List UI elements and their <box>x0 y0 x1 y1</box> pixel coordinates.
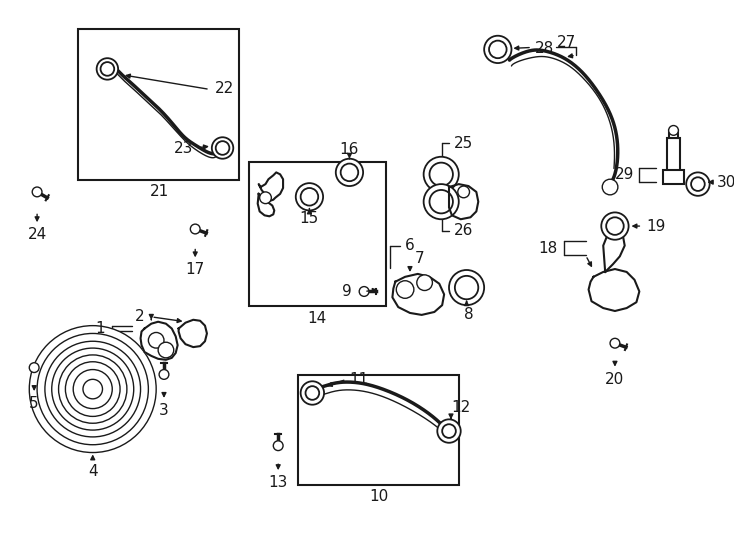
Circle shape <box>610 339 619 348</box>
Circle shape <box>83 379 103 399</box>
Circle shape <box>489 40 506 58</box>
Circle shape <box>45 341 140 437</box>
Circle shape <box>305 386 319 400</box>
Circle shape <box>424 157 459 192</box>
Bar <box>298 375 459 485</box>
Text: 1: 1 <box>96 321 106 336</box>
Circle shape <box>37 333 148 445</box>
Circle shape <box>458 186 470 198</box>
Text: 8: 8 <box>464 307 473 322</box>
Circle shape <box>335 159 363 186</box>
Circle shape <box>455 276 479 299</box>
Circle shape <box>301 381 324 404</box>
Circle shape <box>301 188 319 206</box>
Circle shape <box>437 420 461 443</box>
Polygon shape <box>140 322 178 360</box>
Circle shape <box>29 363 39 373</box>
Circle shape <box>484 36 512 63</box>
Circle shape <box>669 125 678 136</box>
Text: 24: 24 <box>27 227 47 242</box>
Circle shape <box>341 164 358 181</box>
Polygon shape <box>258 172 283 201</box>
Text: 15: 15 <box>299 211 319 226</box>
Circle shape <box>73 369 112 409</box>
Circle shape <box>148 333 164 348</box>
Bar <box>78 29 239 180</box>
Text: 7: 7 <box>415 251 424 266</box>
Text: 19: 19 <box>646 219 666 234</box>
Text: 5: 5 <box>29 396 39 411</box>
Polygon shape <box>258 194 275 217</box>
Text: 23: 23 <box>174 141 193 157</box>
Text: 25: 25 <box>454 136 473 151</box>
Circle shape <box>601 212 628 240</box>
Text: 28: 28 <box>535 41 554 56</box>
Bar <box>249 161 385 306</box>
Text: 6: 6 <box>405 238 415 253</box>
Text: 29: 29 <box>615 167 634 182</box>
Circle shape <box>59 355 127 423</box>
Circle shape <box>686 172 710 196</box>
Circle shape <box>603 179 618 195</box>
Circle shape <box>296 183 323 211</box>
Text: 14: 14 <box>308 311 327 326</box>
Circle shape <box>429 190 453 213</box>
Polygon shape <box>603 230 625 272</box>
Circle shape <box>442 424 456 438</box>
Circle shape <box>65 362 120 416</box>
Text: 22: 22 <box>215 81 234 96</box>
Circle shape <box>691 177 705 191</box>
Polygon shape <box>178 320 207 347</box>
Circle shape <box>216 141 230 155</box>
Text: 27: 27 <box>556 35 575 50</box>
Circle shape <box>159 369 169 379</box>
Circle shape <box>101 62 115 76</box>
Circle shape <box>273 441 283 450</box>
Text: 13: 13 <box>269 475 288 490</box>
Circle shape <box>417 275 432 291</box>
Circle shape <box>429 163 453 186</box>
Text: 30: 30 <box>716 174 734 190</box>
Circle shape <box>396 281 414 298</box>
Polygon shape <box>589 269 639 311</box>
Text: 2: 2 <box>135 309 145 325</box>
Bar <box>663 171 684 184</box>
Text: 18: 18 <box>538 241 557 256</box>
Bar <box>666 138 680 172</box>
Polygon shape <box>449 184 479 219</box>
Circle shape <box>32 187 42 197</box>
Text: 16: 16 <box>340 143 359 158</box>
Text: 21: 21 <box>150 185 169 199</box>
Circle shape <box>359 287 369 296</box>
Circle shape <box>97 58 118 80</box>
Text: 3: 3 <box>159 403 169 418</box>
Text: 17: 17 <box>186 262 205 278</box>
Circle shape <box>449 270 484 305</box>
Text: 4: 4 <box>88 463 98 478</box>
Text: 12: 12 <box>451 400 470 415</box>
Circle shape <box>424 184 459 219</box>
Polygon shape <box>393 274 444 315</box>
Text: 10: 10 <box>369 489 388 504</box>
Circle shape <box>51 348 134 430</box>
Text: 20: 20 <box>606 372 625 387</box>
Circle shape <box>190 224 200 234</box>
Text: 9: 9 <box>341 284 352 299</box>
Circle shape <box>158 342 174 358</box>
Bar <box>669 131 678 138</box>
Text: 26: 26 <box>454 224 473 239</box>
Text: 11: 11 <box>349 372 368 387</box>
Circle shape <box>29 326 156 453</box>
Circle shape <box>260 192 272 204</box>
Circle shape <box>212 137 233 159</box>
Circle shape <box>606 217 624 235</box>
